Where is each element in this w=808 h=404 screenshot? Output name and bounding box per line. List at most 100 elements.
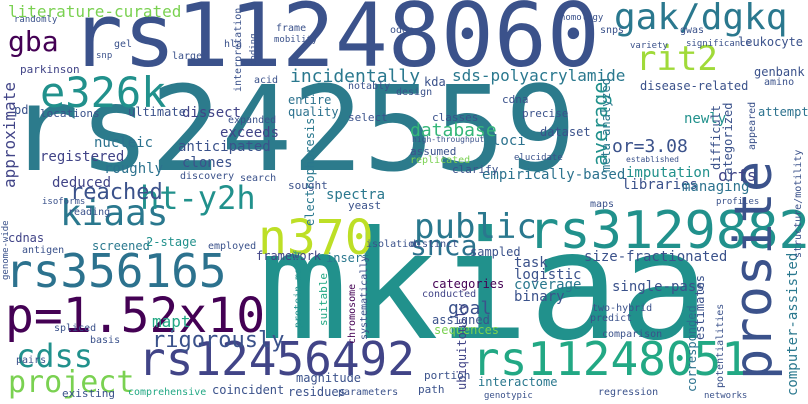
cloud-word-yeast: yeast (348, 199, 382, 212)
cloud-word-portion: portion (424, 369, 471, 382)
cloud-word-homology: homology (560, 13, 604, 23)
cloud-word-discovery: discovery (180, 171, 235, 182)
cloud-word-leukocyte: leukocyte (738, 35, 804, 49)
cloud-word-gba: gba (8, 25, 59, 58)
cloud-word-approximate: approximate (0, 82, 19, 188)
cloud-word-precise: precise (522, 107, 569, 120)
cloud-word-public: public (414, 207, 537, 247)
cloud-word-screened: screened (92, 239, 150, 253)
cloud-word-rigorously: rigorously (152, 328, 285, 353)
cloud-word-locations: locations (40, 107, 100, 120)
cloud-word-select: select (348, 111, 388, 124)
cloud-word-assumed: assumed (410, 145, 457, 158)
cloud-word-profiles: profiles (716, 197, 760, 207)
cloud-word-path: path (418, 383, 445, 396)
cloud-word-predict: predict (590, 313, 633, 324)
cloud-word-rs11248060: rs11248060 (70, 0, 600, 87)
cloud-word-cdss: cdss (16, 337, 94, 375)
cloud-word-hla: hla (224, 39, 243, 50)
cloud-word-snca: snca (410, 229, 478, 262)
cloud-word-managing: managing (682, 179, 750, 195)
cloud-word-clarify: clarify (452, 163, 499, 176)
cloud-word-e326k: e326k (40, 68, 167, 117)
cloud-word-systematically: systematically (359, 255, 370, 340)
cloud-word-maps: maps (590, 199, 615, 210)
cloud-word-rs356165: rs356165 (5, 244, 227, 298)
cloud-word-parkinson: parkinson (20, 63, 80, 76)
cloud-word-mkiaa: mkiaa (258, 200, 710, 374)
cloud-word-attempts: attempts (758, 105, 808, 119)
cloud-word-regression: regression (598, 387, 659, 398)
cloud-word-conducted: conducted (422, 289, 477, 300)
cloud-word-ultimate: ultimate (128, 105, 186, 119)
cloud-word-sds-polyacrylamide: sds-polyacrylamide (452, 66, 626, 85)
cloud-word-established: established (626, 155, 679, 164)
cloud-word-or308: or=3.08 (612, 136, 688, 157)
cloud-word-networks: networks (704, 391, 748, 401)
cloud-word-dataset: dataset (540, 125, 591, 139)
cloud-word-quality: quality (288, 105, 339, 119)
cloud-word-comparison: comparison (602, 329, 663, 340)
cloud-word-notably: notably (348, 81, 391, 92)
cloud-word-entire: entire (288, 93, 332, 107)
cloud-word-mobility: mobility (274, 35, 318, 45)
cloud-word-categorized: categorized (721, 102, 735, 182)
cloud-word-n370: n370 (258, 210, 374, 266)
cloud-word-genotypic: genotypic (484, 391, 533, 401)
cloud-word-loci: loci (492, 133, 526, 149)
cloud-word-rs242559: rs242559 (8, 60, 577, 198)
cloud-word-binary: binary (514, 289, 565, 305)
cloud-word-coding: coding (249, 33, 259, 66)
cloud-word-p152x10: p=1.52x10 (5, 288, 266, 344)
cloud-word-sought: sought (288, 179, 328, 192)
cloud-word-design: design (396, 87, 433, 98)
cloud-word-goal: goal (448, 298, 492, 319)
cloud-word-significance: significance (686, 39, 752, 49)
cloud-word-imputation: imputation (626, 165, 711, 181)
cloud-word-rs12456492: rs12456492 (138, 332, 415, 386)
cloud-word-interpretation: interpretation (233, 7, 244, 92)
cloud-word-chromosome: chromosome (347, 283, 358, 344)
cloud-word-coincident: coincident (212, 383, 285, 397)
cloud-word-snp: snp (96, 51, 113, 61)
cloud-word-registered: registered (40, 149, 125, 165)
cloud-word-estimates: estimates (693, 274, 707, 340)
cloud-word-distinct: distinct (410, 239, 459, 250)
cloud-word-dissect: dissect (182, 105, 242, 121)
cloud-word-amino: amino (764, 77, 795, 88)
cloud-word-interactome: interactome (478, 375, 558, 389)
cloud-word-larger: larger (172, 51, 209, 62)
cloud-word-deduced: deduced (52, 175, 112, 191)
cloud-word-pairs: pairs (16, 355, 47, 366)
cloud-word-difficult: difficult (709, 104, 723, 170)
cloud-word-protein-motif: protein-motif (293, 249, 304, 328)
cloud-word-randomly: randomly (14, 15, 58, 25)
cloud-word-existing: existing (62, 387, 115, 400)
cloud-word-disease-related: disease-related (640, 79, 749, 93)
cloud-word-magnitude: magnitude (296, 371, 362, 385)
cloud-word-meta-analyzed: meta-analyzed (599, 78, 613, 172)
cloud-word-genbank: genbank (754, 65, 805, 79)
cloud-word-exceeds: exceeds (220, 125, 280, 141)
cloud-word-single-pass: single-pass (612, 279, 705, 295)
cloud-word-project: project (8, 365, 135, 400)
cloud-word-frame: frame (276, 23, 307, 34)
cloud-word-literature-curated: literature-curated (8, 2, 182, 21)
cloud-word-2-stage: 2-stage (146, 235, 197, 249)
cloud-word-cdnas: cdnas (8, 231, 45, 245)
cloud-word-nucleic: nucleic (94, 135, 154, 151)
cloud-word-rs3129882: rs3129882 (528, 201, 808, 261)
cloud-word-snps: snps (600, 25, 625, 36)
cloud-word-orfs: orfs (718, 166, 757, 185)
cloud-word-parameters: parameters (338, 387, 399, 398)
cloud-word-insert: insert (326, 251, 370, 265)
cloud-word-rs11248051: rs11248051 (472, 332, 749, 386)
cloud-word-categories: categories (432, 277, 505, 291)
cloud-word-cdna: cdna (502, 93, 529, 106)
cloud-word-gwas: gwas (680, 25, 705, 36)
cloud-word-genome-wide: genome-wide (1, 220, 11, 280)
cloud-word-anticipated: anticipated (178, 139, 271, 155)
cloud-word-mapt: mapt (152, 312, 191, 331)
cloud-word-two-hybrid: two-hybrid (592, 303, 653, 314)
cloud-word-variety: variety (630, 41, 668, 51)
